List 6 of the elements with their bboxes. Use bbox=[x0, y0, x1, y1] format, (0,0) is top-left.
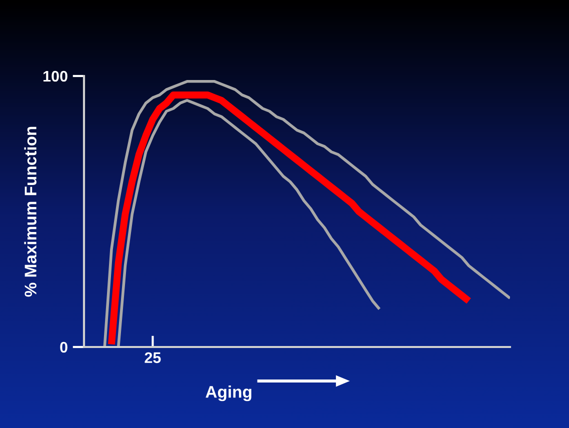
line-series bbox=[116, 99, 381, 347]
x-axis-title: Aging bbox=[206, 386, 252, 402]
y-tick-label: 100 bbox=[44, 70, 68, 82]
y-axis-title: % Maximum Function bbox=[24, 126, 36, 297]
y-tick-label: 0 bbox=[60, 342, 68, 353]
x-tick-label: 25 bbox=[144, 352, 161, 364]
